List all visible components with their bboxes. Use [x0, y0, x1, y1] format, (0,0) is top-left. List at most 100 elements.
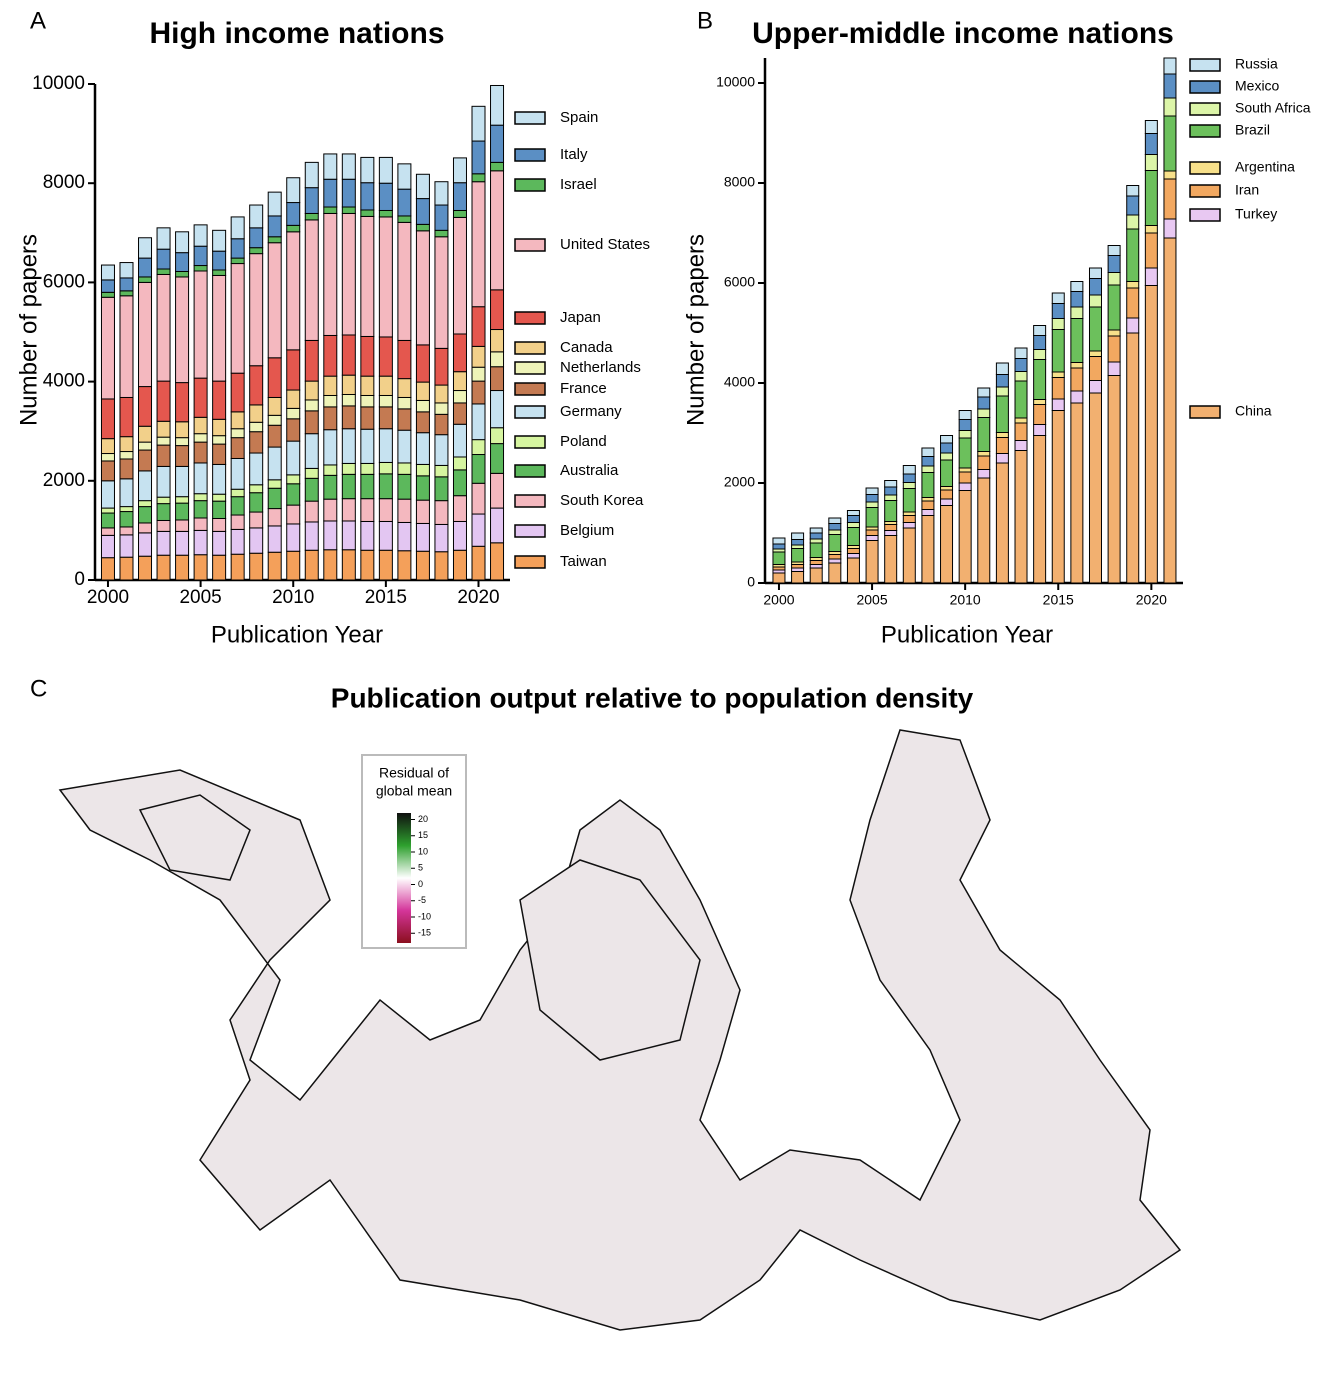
bar-segment	[978, 456, 990, 470]
bar-segment	[996, 454, 1008, 464]
bar-segment	[120, 291, 133, 296]
bar-segment	[398, 397, 411, 408]
bar-segment	[866, 488, 878, 495]
bar-segment	[176, 466, 189, 496]
bar-segment	[361, 210, 374, 216]
bar-segment	[941, 499, 953, 506]
bar-segment	[453, 183, 466, 211]
bar-segment	[941, 490, 953, 499]
bar-segment	[1145, 233, 1157, 268]
bar-segment	[416, 199, 429, 225]
legend-label: Belgium	[560, 522, 614, 539]
bar-segment	[398, 463, 411, 474]
y-tick-label: 8000	[724, 174, 755, 190]
bar-segment	[231, 458, 244, 489]
bar-segment	[305, 434, 318, 469]
legend-swatch	[515, 465, 545, 477]
bar-segment	[1034, 425, 1046, 436]
colorbar-title: global mean	[376, 783, 452, 799]
bar-segment	[213, 501, 226, 518]
bar-segment	[324, 521, 337, 550]
bar-segment	[885, 501, 897, 522]
bar-segment	[379, 474, 392, 499]
x-tick-label: 2000	[87, 587, 129, 608]
bar-segment	[810, 543, 822, 558]
bar-segment	[903, 512, 915, 516]
bar-segment	[324, 499, 337, 521]
bar-segment	[996, 396, 1008, 433]
bar-segment	[324, 465, 337, 475]
bar-segment	[398, 522, 411, 550]
bar-segment	[194, 417, 207, 433]
bar-segment	[101, 558, 114, 580]
bar-segment	[416, 231, 429, 345]
bar-segment	[157, 504, 170, 521]
bar-segment	[491, 171, 504, 290]
figure: AHigh income nationsNumber of papersPubl…	[0, 0, 1339, 1373]
bar-segment	[268, 237, 281, 243]
bar-segment	[1071, 307, 1083, 319]
bar-segment	[866, 502, 878, 508]
bar-segment	[398, 164, 411, 189]
bar-segment	[213, 419, 226, 435]
bar-segment	[435, 205, 448, 230]
bar-segment	[176, 422, 189, 438]
bar-segment	[472, 404, 485, 440]
bar-segment	[1015, 381, 1027, 418]
legend-label: France	[560, 380, 607, 397]
bar-segment	[342, 394, 355, 405]
bar-segment	[416, 412, 429, 433]
bar-segment	[978, 388, 990, 397]
bar-segment	[287, 524, 300, 551]
legend-swatch	[515, 179, 545, 191]
bar-segment	[1071, 368, 1083, 391]
bar-segment	[287, 390, 300, 408]
y-tick-label: 0	[747, 574, 755, 590]
legend-label: South Africa	[1235, 100, 1311, 116]
bar-segment	[120, 535, 133, 557]
bar-segment	[287, 203, 300, 226]
bar-segment	[287, 232, 300, 350]
bar-segment	[885, 525, 897, 531]
legend-swatch	[515, 312, 545, 324]
bar-segment	[435, 414, 448, 434]
bar-segment	[101, 280, 114, 292]
bar-segment	[416, 464, 429, 475]
bar-segment	[1089, 357, 1101, 381]
x-tick-label: 2020	[1136, 592, 1167, 608]
bar-segment	[361, 376, 374, 395]
bar-segment	[101, 265, 114, 280]
bar-segment	[1108, 362, 1120, 376]
bar-segment	[157, 466, 170, 497]
legend-swatch	[1190, 81, 1220, 93]
bar-segment	[1108, 330, 1120, 336]
bar-segment	[213, 464, 226, 494]
legend-label: Iran	[1235, 182, 1259, 198]
legend-swatch	[515, 239, 545, 251]
bar-segment	[176, 555, 189, 580]
bar-segment	[491, 330, 504, 352]
legend-swatch	[1190, 103, 1220, 115]
bar-segment	[268, 425, 281, 447]
bar-segment	[101, 508, 114, 513]
bar-segment	[139, 238, 152, 258]
bar-segment	[268, 192, 281, 216]
bar-segment	[176, 253, 189, 272]
bar-segment	[194, 518, 207, 530]
x-tick-label: 2015	[365, 587, 407, 608]
bar-segment	[157, 531, 170, 555]
bar-segment	[959, 438, 971, 468]
bar-segment	[250, 432, 263, 453]
bar-segment	[287, 350, 300, 390]
bar-segment	[978, 418, 990, 452]
legend-swatch	[1190, 125, 1220, 137]
bar-segment	[213, 270, 226, 275]
bar-segment	[903, 474, 915, 483]
bar-segment	[453, 210, 466, 217]
legend-label: Japan	[560, 309, 601, 326]
bar-segment	[176, 232, 189, 253]
bar-segment	[435, 230, 448, 236]
bar-segment	[176, 277, 189, 383]
colorbar-tick-label: 20	[418, 814, 428, 824]
bar-segment	[398, 379, 411, 398]
